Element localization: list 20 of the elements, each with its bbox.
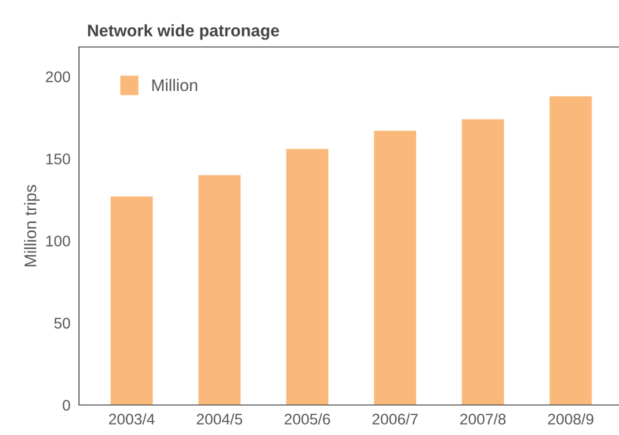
bar — [374, 130, 416, 405]
bar — [110, 196, 153, 405]
x-tick-label: 2005/6 — [284, 413, 330, 425]
x-tick-label: 2003/4 — [109, 413, 155, 425]
y-tick-label: 0 — [62, 400, 70, 411]
y-tick-label: 50 — [54, 318, 70, 329]
x-tick-label: 2004/5 — [196, 413, 242, 425]
x-tick-label: 2006/7 — [372, 413, 418, 425]
y-tick-label: 100 — [46, 236, 70, 246]
y-tick-label: 150 — [46, 154, 70, 164]
bar — [462, 119, 504, 405]
x-tick-label: 2007/8 — [460, 413, 506, 425]
bar — [198, 175, 241, 405]
chart-title: Network wide patronage — [88, 24, 280, 40]
bar — [550, 96, 592, 405]
x-tick-label: 2008/9 — [548, 413, 594, 425]
y-tick-label: 200 — [46, 71, 70, 82]
bar — [286, 148, 328, 405]
legend-label: Million — [152, 78, 198, 92]
y-axis-title: Million trips — [24, 184, 40, 266]
